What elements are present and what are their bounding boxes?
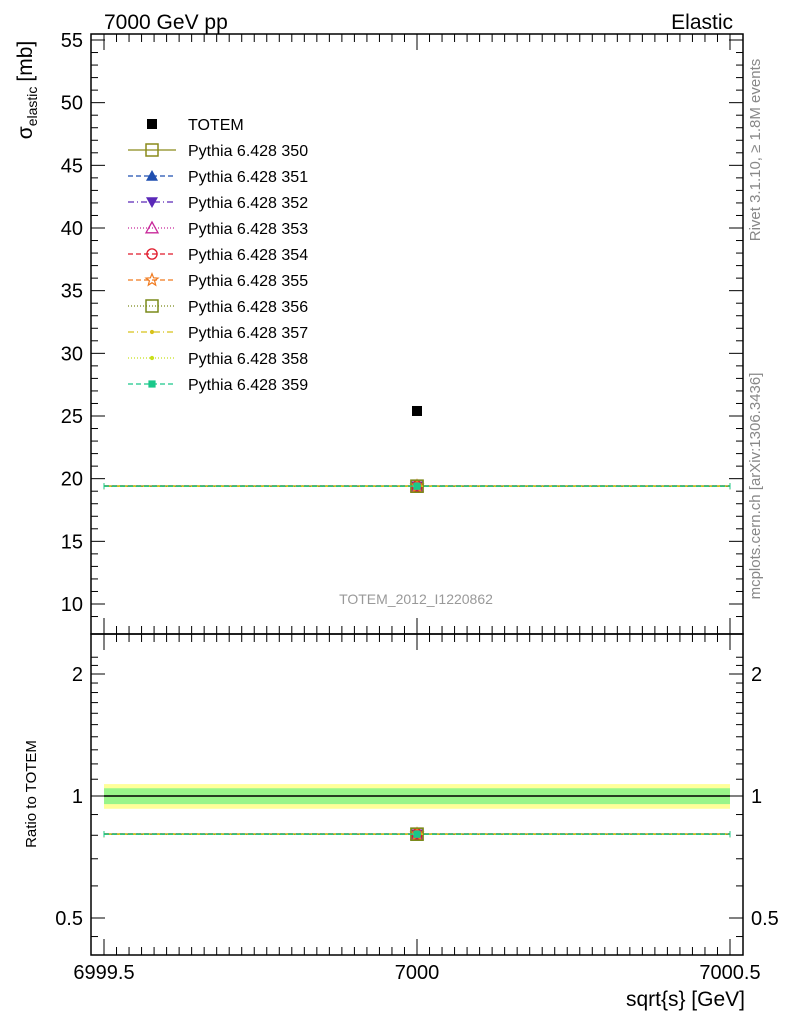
legend-marker-6	[145, 299, 159, 313]
header-process-label: 7000 GeV pp	[104, 11, 228, 34]
main-ytick-label: 40	[61, 218, 83, 240]
legend-label-2: Pythia 6.428 352	[188, 195, 308, 212]
ratio-ytick-label-left: 1	[72, 786, 83, 808]
legend-marker-3	[144, 220, 160, 234]
legend: TOTEM Pythia 6.428 350 Pythia 6.428 351 Pyt…	[128, 117, 308, 394]
main-panel: 10 15 20 25 30 35 40 45 50 55	[61, 30, 744, 635]
ratio-ylabel: Ratio to TOTEM	[23, 740, 40, 848]
main-ytick-label: 35	[61, 281, 83, 303]
mc-point-9	[413, 482, 421, 490]
ratio-ytick-label-left: 2	[72, 664, 83, 686]
svg-text:σelastic[mb]: σelastic [mb]	[14, 41, 40, 140]
legend-label-6: Pythia 6.428 356	[188, 299, 308, 316]
main-ytick-label: 30	[61, 343, 83, 365]
ylabel-subscript: elastic	[24, 87, 40, 127]
main-ytick-label: 45	[61, 155, 83, 177]
main-ytick-label: 20	[61, 469, 83, 491]
xtick-label: 7000	[395, 962, 440, 984]
main-ytick-label: 25	[61, 406, 83, 428]
ratio-ytick-label-right: 1	[751, 786, 762, 808]
header-observable-label: Elastic	[671, 11, 733, 34]
legend-marker-9	[148, 380, 156, 388]
data-point-totem	[412, 405, 422, 416]
xaxis-label: sqrt{s} [GeV]	[626, 988, 745, 1011]
legend-label-5: Pythia 6.428 355	[188, 273, 308, 290]
legend-marker-4	[146, 248, 158, 260]
main-ytick-label: 55	[61, 30, 83, 52]
legend-label-totem: TOTEM	[188, 117, 244, 134]
legend-label-1: Pythia 6.428 351	[188, 169, 308, 186]
main-ytick-label: 15	[61, 531, 83, 553]
ratio-ytick-label-left: 0.5	[55, 908, 83, 930]
analysis-tag: TOTEM_2012_I1220862	[339, 591, 493, 607]
rivet-version-label: Rivet 3.1.10, ≥ 1.8M events	[747, 59, 764, 242]
legend-label-0: Pythia 6.428 350	[188, 143, 308, 160]
legend-marker-0	[145, 143, 159, 157]
ratio-ytick-label-right: 0.5	[751, 908, 779, 930]
legend-label-3: Pythia 6.428 353	[188, 221, 308, 238]
ylabel-symbol: σ	[14, 126, 37, 139]
main-ylabel: σelastic [mb]	[14, 41, 40, 140]
main-ytick-label: 50	[61, 93, 83, 115]
ratio-panel: 6999.5 7000 7000.5 0.5 0.5 1 1 2 2	[55, 633, 779, 984]
legend-marker-8	[149, 355, 155, 361]
ratio-point-9	[413, 830, 421, 838]
legend-label-7: Pythia 6.428 357	[188, 325, 308, 342]
main-ytick-label: 10	[61, 594, 83, 616]
legend-marker-7	[149, 329, 155, 335]
legend-marker-2	[146, 197, 158, 208]
xtick-label: 7000.5	[699, 962, 760, 984]
legend-marker-totem	[147, 119, 157, 129]
xtick-label: 6999.5	[73, 962, 134, 984]
ylabel-unit: [mb]	[14, 41, 37, 82]
mcplots-credit-label: mcplots.cern.ch [arXiv:1306.3436]	[747, 373, 764, 600]
legend-label-9: Pythia 6.428 359	[188, 377, 308, 394]
legend-marker-5	[144, 272, 160, 287]
legend-label-8: Pythia 6.428 358	[188, 351, 308, 368]
legend-label-4: Pythia 6.428 354	[188, 247, 308, 264]
ratio-ytick-label-right: 2	[751, 664, 762, 686]
legend-marker-1	[146, 170, 158, 181]
